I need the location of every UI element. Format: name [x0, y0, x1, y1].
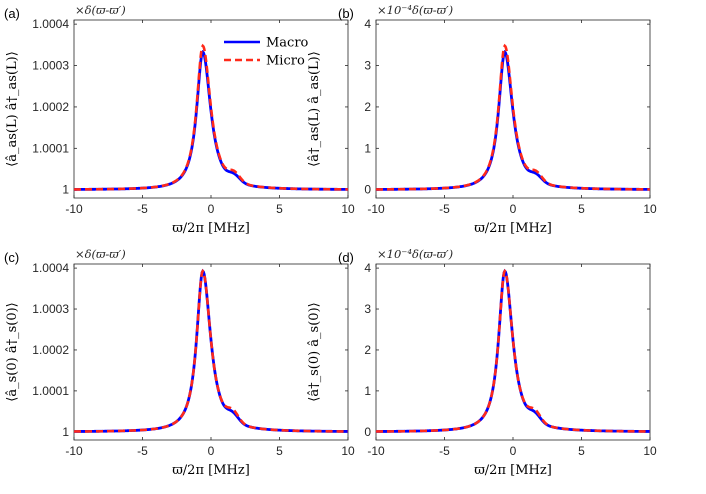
x-axis-label: ϖ/2π [MHz] [172, 221, 250, 236]
x-tick-label: 0 [208, 444, 215, 458]
x-tick-label: 10 [341, 444, 355, 458]
x-tick-label: -10 [65, 444, 83, 458]
y-axis-label: ⟨â_as(L) â†_as(L)⟩ [5, 51, 20, 167]
series-line-micro [74, 43, 348, 191]
y-tick-label: 1 [364, 141, 371, 155]
y-tick-label: 2 [364, 100, 371, 114]
y-tick-label: 3 [364, 302, 371, 316]
x-axis-label: ϖ/2π [MHz] [474, 463, 552, 478]
x-tick-label: -10 [367, 444, 385, 458]
x-tick-label: 5 [578, 202, 585, 216]
y-multiplier: ×δ(ϖ-ϖ′) [75, 247, 126, 261]
x-tick-label: 0 [208, 202, 215, 216]
x-tick-label: 0 [510, 202, 517, 216]
y-multiplier: ×δ(ϖ-ϖ′) [75, 3, 126, 17]
x-axis-label: ϖ/2π [MHz] [172, 463, 250, 478]
panel-label: (b) [338, 6, 354, 21]
x-tick-label: -5 [439, 202, 450, 216]
x-tick-label: 5 [578, 444, 585, 458]
y-tick-label: 1.0003 [32, 302, 69, 316]
y-tick-label: 1 [62, 425, 69, 439]
y-tick-label: 1.0002 [32, 343, 69, 357]
y-tick-label: 0 [364, 183, 371, 197]
y-tick-label: 1 [62, 183, 69, 197]
x-tick-label: 0 [510, 444, 517, 458]
legend-label-micro: Micro [266, 54, 305, 69]
series-line-macro [376, 268, 650, 433]
x-tick-label: 10 [643, 444, 657, 458]
y-tick-label: 1.0002 [32, 100, 69, 114]
y-multiplier: ×10⁻⁴δ(ϖ-ϖ′) [377, 3, 453, 17]
y-tick-label: 0 [364, 425, 371, 439]
panel-label: (a) [4, 6, 20, 21]
series-line-micro [376, 268, 650, 433]
series-line-micro [376, 43, 650, 191]
panel-c: -10 -5 0 5 10 1 1.0001 1.0002 1.0003 1.0004 ×δ(ϖ-ϖ… [4, 247, 355, 478]
y-axis-label: ⟨â_s(0) â†_s(0)⟩ [5, 302, 20, 401]
series-line-micro [74, 268, 348, 433]
panel-d: -10 -5 0 5 10 0 1 2 3 4 ×10⁻⁴δ(ϖ-ϖ′) (d) ϖ/2π [MHz] ⟨… [307, 247, 657, 478]
y-tick-label: 1.0001 [32, 384, 69, 398]
y-tick-label: 1.0004 [32, 261, 69, 275]
y-axis-label: ⟨â†_as(L) â_as(L)⟩ [307, 51, 322, 167]
x-tick-label: 10 [643, 202, 657, 216]
y-tick-label: 3 [364, 59, 371, 73]
y-tick-label: 1.0004 [32, 17, 69, 31]
x-tick-label: 5 [276, 202, 283, 216]
y-tick-label: 1.0003 [32, 59, 69, 73]
x-axis-label: ϖ/2π [MHz] [474, 221, 552, 236]
panel-label: (c) [4, 250, 19, 265]
y-tick-label: 2 [364, 343, 371, 357]
x-tick-label: -5 [439, 444, 450, 458]
panel-label: (d) [338, 250, 354, 265]
y-tick-label: 4 [364, 17, 371, 31]
y-tick-label: 1 [364, 384, 371, 398]
panel-a: -10 -5 0 5 10 1 1.0001 1.0002 1.0003 1.0004 ×δ(ϖ-ϖ… [4, 3, 355, 236]
x-tick-label: 5 [276, 444, 283, 458]
x-tick-label: -10 [65, 202, 83, 216]
y-tick-label: 4 [364, 261, 371, 275]
y-multiplier: ×10⁻⁴δ(ϖ-ϖ′) [377, 247, 453, 261]
x-tick-label: -10 [367, 202, 385, 216]
x-tick-label: 10 [341, 202, 355, 216]
x-tick-label: -5 [137, 202, 148, 216]
legend-label-macro: Macro [266, 36, 309, 51]
y-tick-label: 1.0001 [32, 141, 69, 155]
x-tick-label: -5 [137, 444, 148, 458]
y-axis-label: ⟨â†_s(0) â_s(0)⟩ [307, 302, 322, 401]
panel-b: -10 -5 0 5 10 0 1 2 3 4 ×10⁻⁴δ(ϖ-ϖ′) (b) ϖ/2π [MHz] ⟨… [307, 3, 657, 236]
series-line-macro [376, 49, 650, 191]
